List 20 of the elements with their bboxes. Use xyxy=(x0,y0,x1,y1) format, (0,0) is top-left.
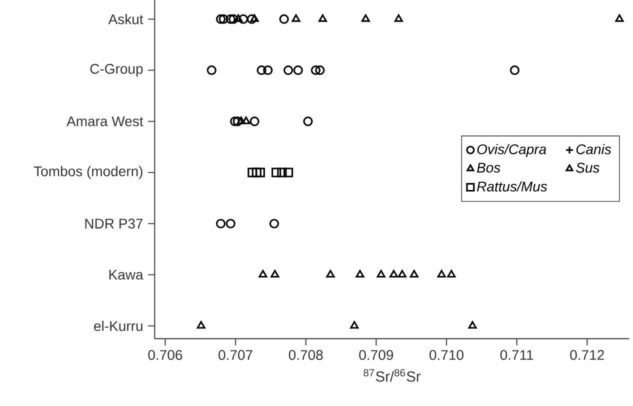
x-tick-label: 0.711 xyxy=(500,350,534,360)
x-tick-label: 0.712 xyxy=(570,350,604,360)
x-tick-label: 0.709 xyxy=(359,350,394,360)
y-tick-label: Askut xyxy=(108,14,144,24)
x-tick-label: 0.710 xyxy=(430,350,464,360)
x-tick-label: 0.706 xyxy=(148,350,182,360)
x-tick-label: 0.707 xyxy=(218,350,252,360)
x-tick-label: 0.708 xyxy=(288,350,323,360)
legend-label: Rattus/Mus xyxy=(477,181,548,192)
y-tick-label: Amara West xyxy=(66,116,144,126)
y-tick-label: C-Group xyxy=(90,64,143,77)
legend-label: Sus xyxy=(576,162,600,173)
legend-label: Canis xyxy=(576,144,612,154)
y-tick-label: el-Kurru xyxy=(94,320,142,332)
legend-label: Bos xyxy=(477,162,500,173)
y-tick-label: Kawa xyxy=(109,270,144,280)
legend-label: Ovis/Capra xyxy=(477,144,546,158)
y-tick-label: Tombos (modern) xyxy=(34,166,142,180)
x-axis-title: $^{87}$Sr/$^{86}$Sr xyxy=(364,369,421,382)
y-tick-label: NDR P37 xyxy=(85,218,143,229)
